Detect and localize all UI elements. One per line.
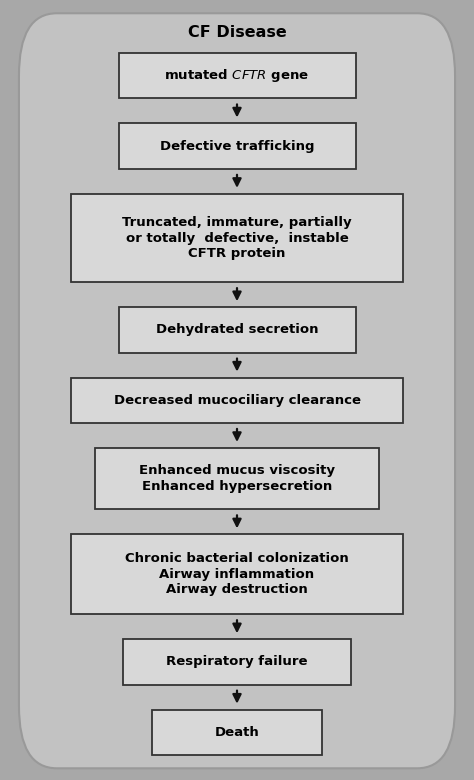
- FancyBboxPatch shape: [71, 194, 403, 282]
- FancyBboxPatch shape: [118, 123, 356, 169]
- Text: Decreased mucociliary clearance: Decreased mucociliary clearance: [113, 394, 361, 406]
- Text: Death: Death: [215, 726, 259, 739]
- FancyBboxPatch shape: [118, 307, 356, 353]
- Text: Chronic bacterial colonization
Airway inflammation
Airway destruction: Chronic bacterial colonization Airway in…: [125, 552, 349, 596]
- Text: mutated $\mathit{CFTR}$ gene: mutated $\mathit{CFTR}$ gene: [164, 67, 310, 84]
- Text: Truncated, immature, partially
or totally  defective,  instable
CFTR protein: Truncated, immature, partially or totall…: [122, 216, 352, 260]
- Text: Enhanced mucus viscosity
Enhanced hypersecretion: Enhanced mucus viscosity Enhanced hypers…: [139, 464, 335, 493]
- FancyBboxPatch shape: [71, 534, 403, 614]
- Text: Respiratory failure: Respiratory failure: [166, 655, 308, 668]
- FancyBboxPatch shape: [123, 639, 351, 685]
- Text: CF Disease: CF Disease: [188, 25, 286, 41]
- FancyBboxPatch shape: [118, 53, 356, 98]
- FancyBboxPatch shape: [71, 378, 403, 423]
- Text: Dehydrated secretion: Dehydrated secretion: [156, 324, 318, 336]
- FancyBboxPatch shape: [19, 13, 455, 768]
- Text: Defective trafficking: Defective trafficking: [160, 140, 314, 153]
- FancyBboxPatch shape: [95, 448, 379, 509]
- FancyBboxPatch shape: [152, 710, 322, 755]
